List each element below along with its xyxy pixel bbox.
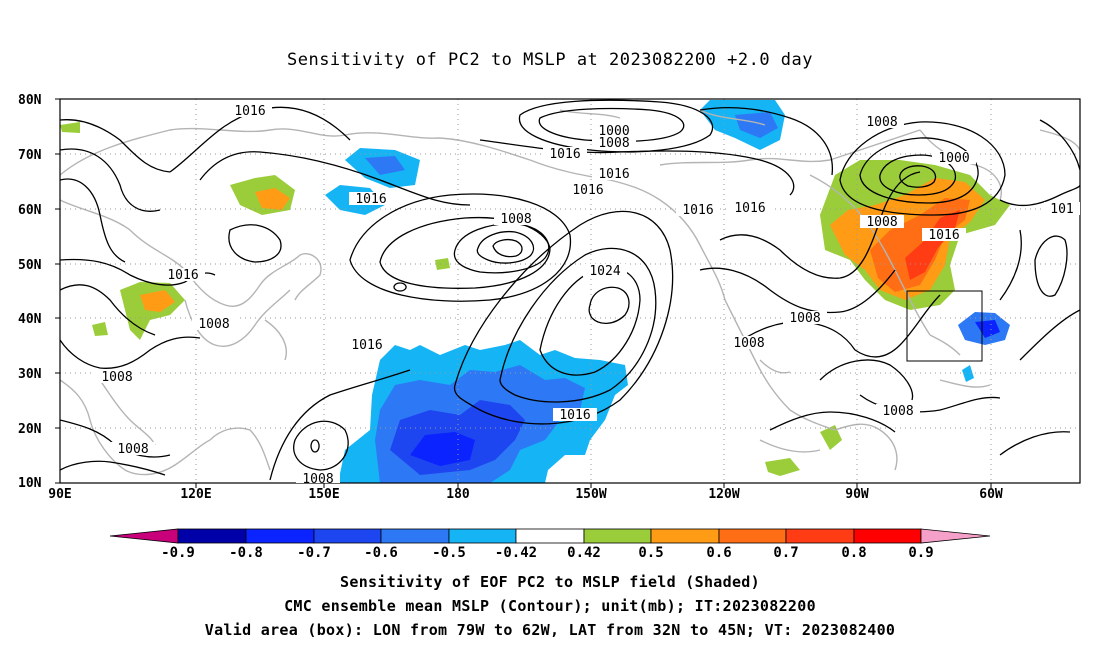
colorbar-tick-label: -0.42	[495, 545, 537, 561]
contour-label: 1008	[302, 472, 333, 487]
contour-label: 1008	[789, 311, 820, 326]
lat-label: 10N	[18, 476, 42, 491]
colorbar-bin	[177, 528, 247, 544]
caption-contour: CMC ensemble mean MSLP (Contour); unit(m…	[284, 597, 816, 615]
colorbar-bin	[313, 528, 382, 544]
contour-label: 1008	[598, 136, 629, 151]
colorbar: -0.9 -0.8 -0.7 -0.6 -0.5 -0.42 0.42 0.5 …	[109, 528, 991, 561]
contour-label: 1016	[572, 183, 603, 198]
contour-label: 1016	[351, 338, 382, 353]
contour-label: 1016	[682, 203, 713, 218]
colorbar-tick-label: 0.9	[908, 545, 933, 561]
colorbar-bin	[245, 528, 315, 544]
contour-label: 1024	[589, 264, 620, 279]
lon-label: 90W	[845, 487, 869, 502]
lon-label: 180	[446, 487, 470, 502]
contour-label: 1016	[234, 104, 265, 119]
lon-label: 90E	[48, 487, 71, 502]
contour-label: 1016	[167, 268, 198, 283]
colorbar-bin	[785, 528, 855, 544]
contour-label: 1008	[882, 404, 913, 419]
contour-label: 1008	[500, 212, 531, 227]
colorbar-bin	[380, 528, 450, 544]
colorbar-tick-label: -0.7	[297, 545, 331, 561]
lat-label: 30N	[18, 367, 42, 382]
contour-label: 1016	[928, 228, 959, 243]
colorbar-tick-label: -0.8	[229, 545, 263, 561]
map-title: Sensitivity of PC2 to MSLP at 2023082200…	[286, 50, 813, 70]
colorbar-tick-label: 0.42	[567, 545, 601, 561]
lon-label: 120W	[708, 487, 739, 502]
mslp-contours	[60, 99, 1080, 481]
lon-label: 150W	[575, 487, 606, 502]
contour-label: 1008	[866, 115, 897, 130]
lat-label: 40N	[18, 312, 42, 327]
colorbar-right-triangle	[920, 528, 991, 544]
contour-label: 1008	[117, 442, 148, 457]
colorbar-left-triangle	[109, 528, 179, 544]
colorbar-tick-label: 0.7	[773, 545, 798, 561]
contour-value-labels: 1016 1000 1008 1016 1016 1016 1016 1016 …	[95, 103, 1080, 487]
caption-valid-area: Valid area (box): LON from 79W to 62W, L…	[204, 621, 896, 639]
colorbar-tick-label: 0.8	[841, 545, 866, 561]
contour-label: 1016	[559, 408, 590, 423]
contour-label: 1016	[598, 167, 629, 182]
colorbar-tick-label: -0.6	[364, 545, 398, 561]
colorbar-tick-label: -0.9	[161, 545, 195, 561]
lat-label: 50N	[18, 258, 42, 273]
contour-label: 1008	[733, 336, 764, 351]
lat-label: 70N	[18, 148, 42, 163]
contour-label: 1000	[938, 151, 969, 166]
lon-label: 150E	[308, 487, 339, 502]
contour-label: 1008	[198, 317, 229, 332]
lat-label: 60N	[18, 203, 42, 218]
colorbar-bin	[515, 528, 585, 544]
colorbar-bin	[650, 528, 720, 544]
lat-ticks	[55, 98, 992, 488]
contour-label: 1016	[734, 201, 765, 216]
contour-label: 1008	[866, 215, 897, 230]
longitude-labels: 90E 120E 150E 180 150W 120W 90W 60W	[48, 487, 1003, 502]
latitude-labels: 80N 70N 60N 50N 40N 30N 20N 10N	[18, 93, 42, 491]
caption-shading: Sensitivity of EOF PC2 to MSLP field (Sh…	[340, 573, 760, 591]
map-frame	[59, 98, 1081, 484]
contour-label: 101	[1050, 202, 1073, 217]
colorbar-bin	[718, 528, 787, 544]
contour-label: 1000	[598, 124, 629, 139]
sensitivity-shading	[60, 100, 1010, 483]
contour-label-box: 1016	[228, 103, 272, 119]
contour-label: 1016	[549, 147, 580, 162]
colorbar-tick-label: -0.5	[432, 545, 466, 561]
lon-label: 120E	[180, 487, 211, 502]
colorbar-bin	[853, 528, 922, 544]
colorbar-tick-label: 0.5	[638, 545, 663, 561]
lat-label: 80N	[18, 93, 42, 108]
colorbar-tick-label: 0.6	[706, 545, 731, 561]
contour-label: 1008	[101, 370, 132, 385]
contour-label: 1016	[355, 192, 386, 207]
lon-label: 60W	[979, 487, 1003, 502]
valid-area-box	[906, 290, 983, 362]
lat-label: 20N	[18, 422, 42, 437]
colorbar-bin	[448, 528, 517, 544]
colorbar-bin	[583, 528, 652, 544]
